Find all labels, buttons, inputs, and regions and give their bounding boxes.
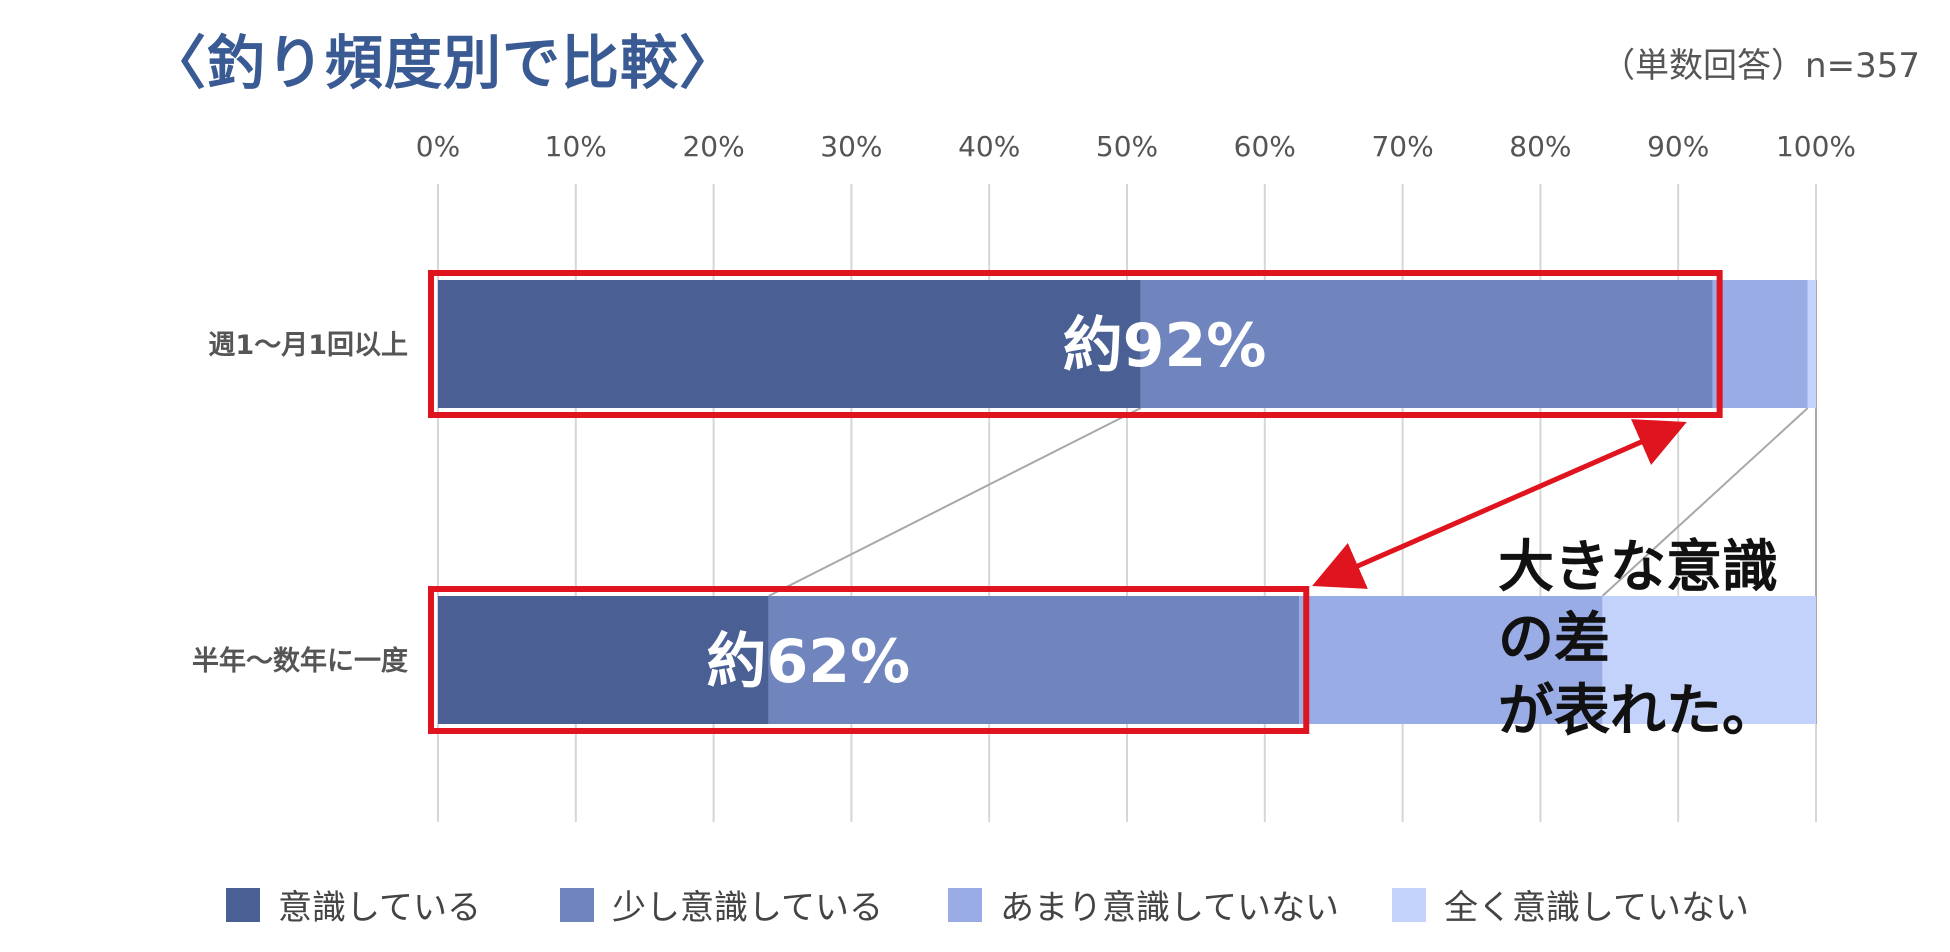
bar-segment [1712, 280, 1808, 408]
x-tick-label: 30% [820, 130, 882, 163]
legend-swatch [560, 887, 594, 922]
legend-label: 全く意識していない [1444, 888, 1749, 928]
bar-segment [1299, 596, 1603, 724]
bar-segment [1140, 280, 1713, 408]
bar-segment [1807, 280, 1816, 408]
x-tick-label: 70% [1371, 130, 1433, 163]
legend-label: あまり意識していない [1000, 888, 1339, 928]
annotation-line: が表れた。 [1498, 679, 1778, 744]
category-label: 週1～月1回以上 [208, 330, 408, 361]
sample-note: （単数回答）n=357 [1601, 46, 1920, 86]
highlight-box [428, 270, 1723, 418]
x-tick-label: 10% [545, 130, 607, 163]
highlight-box [428, 586, 1310, 734]
x-tick-label: 60% [1234, 130, 1296, 163]
series-connector [768, 407, 1142, 597]
x-tick-label: 100% [1776, 130, 1856, 163]
x-tick-label: 50% [1096, 130, 1158, 163]
bar-segment [1602, 596, 1816, 724]
bar-callout: 約62% [707, 627, 911, 697]
legend-swatch [226, 887, 260, 922]
annotation-line: 大きな意識 [1498, 535, 1778, 600]
bar-segment [768, 596, 1300, 724]
legend-item: あまり意識していない [948, 880, 1339, 929]
legend-label: 少し意識している [612, 888, 883, 928]
legend-swatch [948, 887, 982, 922]
bar-segment [438, 280, 1141, 408]
difference-arrow [1312, 419, 1687, 589]
x-tick-label: 20% [682, 130, 744, 163]
bar-callout: 約92% [1063, 311, 1267, 381]
x-tick-label: 40% [958, 130, 1020, 163]
annotation-line: の差 [1498, 607, 1610, 672]
x-tick-label: 0% [416, 130, 460, 163]
page-title: 〈釣り頻度別で比較〉 [148, 29, 739, 97]
legend-item: 全く意識していない [1392, 880, 1749, 929]
legend-label: 意識している [278, 888, 481, 928]
bar-segment [438, 596, 769, 724]
category-label: 半年～数年に一度 [192, 645, 408, 677]
legend-item: 少し意識している [560, 880, 883, 929]
legend-item: 意識している [226, 880, 481, 929]
x-tick-label: 90% [1647, 130, 1709, 163]
difference-annotation: 大きな意識 の差 が表れた。 [1498, 532, 1778, 748]
x-tick-label: 80% [1509, 130, 1571, 163]
legend-swatch [1392, 887, 1426, 922]
